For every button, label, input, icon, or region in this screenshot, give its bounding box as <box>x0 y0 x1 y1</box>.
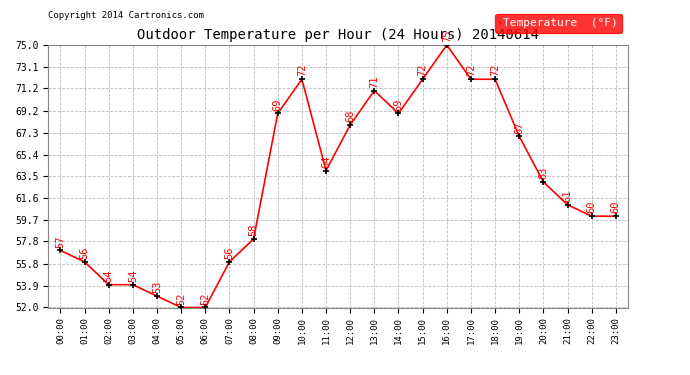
Text: 71: 71 <box>369 75 380 88</box>
Text: 72: 72 <box>417 64 428 76</box>
Title: Outdoor Temperature per Hour (24 Hours) 20140614: Outdoor Temperature per Hour (24 Hours) … <box>137 28 539 42</box>
Text: 52: 52 <box>176 292 186 305</box>
Text: Copyright 2014 Cartronics.com: Copyright 2014 Cartronics.com <box>48 11 204 20</box>
Text: 54: 54 <box>104 269 114 282</box>
Text: 58: 58 <box>248 224 259 236</box>
Text: 60: 60 <box>586 201 597 213</box>
Text: 67: 67 <box>514 121 524 134</box>
Text: 56: 56 <box>224 247 235 259</box>
Text: 72: 72 <box>466 64 476 76</box>
Text: 72: 72 <box>297 64 307 76</box>
Text: 60: 60 <box>611 201 621 213</box>
Text: 63: 63 <box>538 166 549 179</box>
Legend: Temperature  (°F): Temperature (°F) <box>495 14 622 33</box>
Text: 56: 56 <box>79 247 90 259</box>
Text: 57: 57 <box>55 235 66 248</box>
Text: 69: 69 <box>273 98 283 111</box>
Text: 54: 54 <box>128 269 138 282</box>
Text: 52: 52 <box>200 292 210 305</box>
Text: 61: 61 <box>562 189 573 202</box>
Text: 68: 68 <box>345 110 355 122</box>
Text: 75: 75 <box>442 30 452 42</box>
Text: 72: 72 <box>490 64 500 76</box>
Text: 53: 53 <box>152 281 162 293</box>
Text: 69: 69 <box>393 98 404 111</box>
Text: 64: 64 <box>321 155 331 168</box>
